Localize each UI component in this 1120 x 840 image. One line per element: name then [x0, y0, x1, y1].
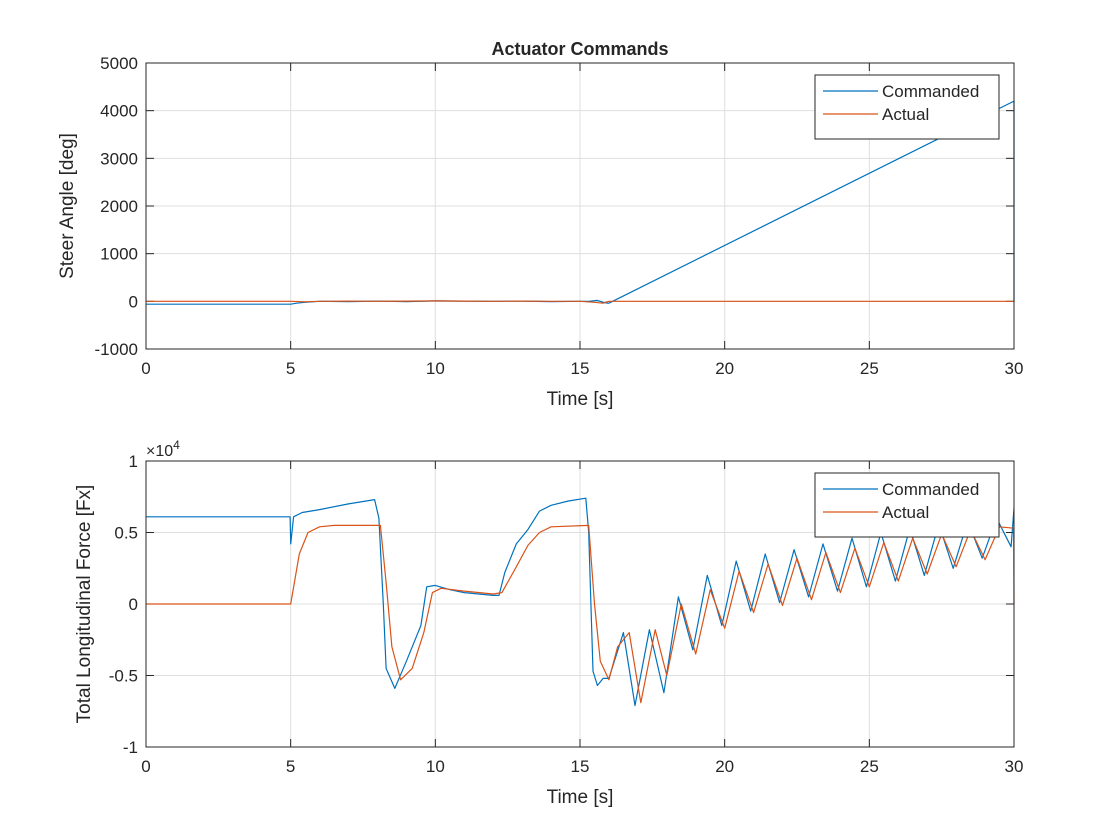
- exponent-base: ×10: [146, 443, 173, 460]
- legend-label: Actual: [882, 105, 929, 124]
- y-tick-label: -1000: [95, 340, 138, 359]
- force-legend[interactable]: Commanded Actual: [814, 472, 1000, 538]
- x-tick-label: 25: [860, 359, 879, 378]
- y-tick-label: 4000: [100, 102, 138, 121]
- x-tick-label: 20: [715, 359, 734, 378]
- exponent-power: 4: [173, 438, 180, 452]
- x-tick-label: 0: [141, 757, 150, 776]
- x-tick-label: 30: [1005, 757, 1024, 776]
- y-tick-label: 1: [129, 452, 138, 471]
- force-x-axis-label: Time [s]: [547, 787, 614, 808]
- series-line-commanded: [146, 497, 1015, 707]
- y-tick-label: 0.5: [114, 524, 138, 543]
- x-tick-label: 30: [1005, 359, 1024, 378]
- x-tick-label: 5: [286, 359, 295, 378]
- series-line-actual: [146, 524, 1015, 704]
- force-y-axis-label: Total Longitudinal Force [Fx]: [74, 485, 95, 724]
- x-tick-label: 10: [426, 359, 445, 378]
- steer-x-axis-label: Time [s]: [547, 389, 614, 410]
- x-tick-label: 25: [860, 757, 879, 776]
- legend-label: Commanded: [882, 480, 979, 499]
- steer-axes-box: [145, 62, 1015, 350]
- force-exponent-label: ×104: [146, 438, 180, 460]
- y-tick-label: 5000: [100, 54, 138, 73]
- x-tick-label: 10: [426, 757, 445, 776]
- legend-label: Actual: [882, 503, 929, 522]
- y-tick-label: 3000: [100, 149, 138, 168]
- y-tick-label: 0: [129, 292, 138, 311]
- y-tick-label: 1000: [100, 245, 138, 264]
- x-tick-label: 15: [571, 757, 590, 776]
- chart-title: Actuator Commands: [491, 39, 668, 59]
- force-axes: 0 5 10 15 20 25 30 -1 -0.5 0 0.5 1 ×104 Time [s] To…: [74, 438, 1023, 808]
- x-tick-label: 5: [286, 757, 295, 776]
- y-tick-label: 2000: [100, 197, 138, 216]
- x-tick-label: 15: [571, 359, 590, 378]
- series-line-actual: [146, 300, 1014, 304]
- x-tick-label: 20: [715, 757, 734, 776]
- legend-label: Commanded: [882, 82, 979, 101]
- steer-y-axis-label: Steer Angle [deg]: [57, 133, 78, 279]
- steer-angle-axes: Actuator Commands 0 5 10 15 20 25 30-100001000…: [57, 39, 1023, 410]
- legend-box: [814, 472, 1000, 538]
- y-tick-label: -0.5: [109, 667, 138, 686]
- legend-box: [814, 74, 1000, 140]
- x-tick-label: 0: [141, 359, 150, 378]
- y-tick-label: -1: [123, 738, 138, 757]
- steer-series: [146, 100, 1015, 305]
- force-series: [146, 497, 1015, 707]
- y-tick-label: 0: [129, 595, 138, 614]
- force-axes-box: [145, 460, 1015, 748]
- steer-legend[interactable]: Commanded Actual: [814, 74, 1000, 140]
